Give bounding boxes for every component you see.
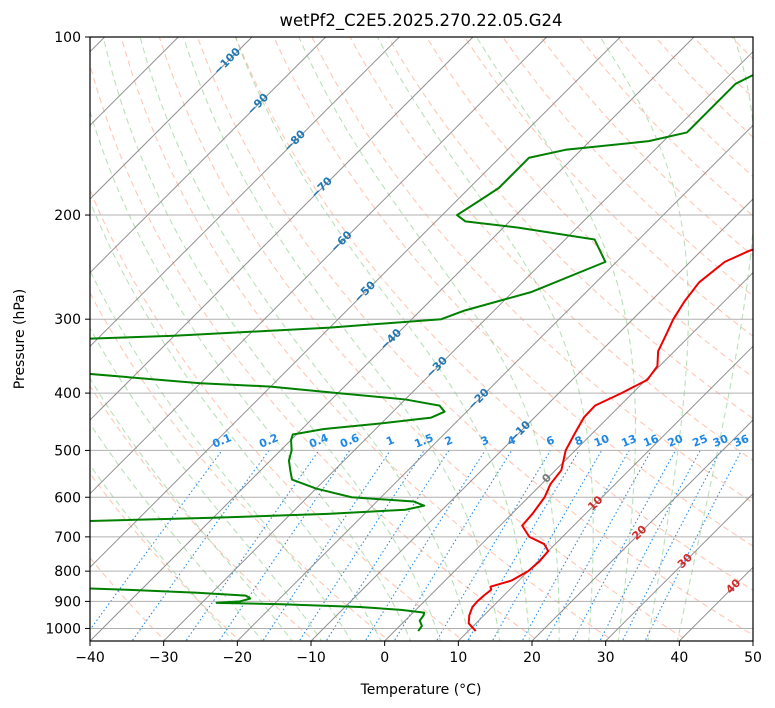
x-axis-label: Temperature (°C) [360, 682, 482, 698]
sounding-series [90, 73, 753, 632]
x-tick-label: −10 [296, 650, 326, 666]
y-tick-label: 500 [54, 443, 81, 459]
mixing-ratio-line [466, 450, 580, 641]
mixing-ratio-line [545, 450, 652, 641]
isotherm-line [90, 37, 253, 200]
mixing-ratio-label: 25 [691, 432, 710, 450]
x-tick-label: 20 [523, 650, 541, 666]
isotherm-line [531, 419, 753, 641]
mixing-ratio-line [599, 450, 701, 641]
isotherm-line [90, 37, 474, 421]
mixing-ratio-line [572, 450, 677, 641]
plot-area: −100−90−80−70−60−50−40−30−20−10010203040… [90, 37, 753, 641]
x-tick-label: 40 [670, 650, 688, 666]
mixing-ratio-label: 30 [711, 432, 730, 450]
dry-adiabat [273, 37, 753, 547]
x-axis-ticks: −40 −30 −20 −10 0 10 20 30 40 50 [75, 641, 762, 666]
mixing-ratio-line [393, 450, 513, 641]
isotherm-line [90, 37, 695, 641]
mixing-ratio-label: 20 [666, 432, 685, 450]
mixing-ratio-label: 13 [619, 432, 638, 450]
y-tick-label: 600 [54, 490, 81, 506]
x-tick-label: 10 [449, 650, 467, 666]
isotherm-line [236, 124, 753, 641]
y-tick-label: 300 [54, 312, 81, 328]
y-axis-ticks: 100 200 300 400 500 600 700 800 900 1000 [45, 30, 90, 637]
moist-adiabat [90, 200, 382, 641]
temperature-line [467, 248, 753, 632]
isotherm-line [90, 37, 401, 348]
mixing-ratio-line [364, 450, 486, 641]
isotherm-line [90, 37, 327, 274]
isotherm-line [457, 345, 753, 641]
y-tick-label: 900 [54, 594, 81, 610]
isotherm-line [604, 492, 753, 641]
x-tick-label: −20 [223, 650, 253, 666]
dry-adiabat [158, 37, 690, 641]
mixing-ratio-label: 36 [732, 432, 751, 450]
y-tick-label: 700 [54, 530, 81, 546]
isotherm-line [162, 50, 753, 641]
plot-frame [89, 36, 754, 642]
mixing-ratio-label: 2 [443, 433, 455, 448]
y-tick-label: 1000 [45, 621, 81, 637]
isotherm-line [383, 271, 753, 641]
x-tick-label: 50 [744, 650, 762, 666]
dry-adiabat [349, 37, 753, 462]
dry-adiabat [425, 37, 753, 378]
mixing-ratio-line [218, 450, 351, 641]
chart-title: wetPf2_C2E5.2025.270.22.05.G24 [279, 11, 562, 31]
mixing-ratio-line [621, 450, 722, 641]
mixing-ratio-line [185, 450, 320, 641]
dry-adiabats [90, 37, 753, 641]
y-tick-label: 400 [54, 386, 81, 402]
mixing-ratio-line [262, 450, 391, 641]
x-tick-label: −30 [149, 650, 179, 666]
mixing-ratio-line [298, 450, 425, 641]
mixing-ratio-label: 8 [573, 433, 585, 448]
dry-adiabat [196, 37, 753, 636]
isotherms [90, 37, 753, 641]
dry-adiabat [90, 188, 465, 641]
isotherm-line [90, 37, 622, 569]
dewpoint-line [90, 73, 753, 632]
x-tick-label: −40 [75, 650, 105, 666]
mixing-ratio-label: 3 [479, 433, 491, 448]
x-tick-label: 0 [380, 650, 389, 666]
mixing-ratio-label: 10 [592, 432, 611, 450]
mixing-ratio-label: 16 [642, 432, 661, 450]
mixing-ratio-label: 1 [384, 433, 396, 448]
isobar-gridlines [90, 37, 753, 629]
y-axis-label: Pressure (hPa) [12, 289, 28, 389]
dry-adiabat [235, 37, 753, 591]
dry-adiabat [387, 37, 753, 420]
mixing-ratio-line [90, 450, 223, 631]
x-tick-label: 30 [597, 650, 615, 666]
y-tick-label: 200 [54, 208, 81, 224]
isotherm-line [90, 37, 180, 127]
mixing-ratio-line [325, 450, 450, 641]
dry-adiabat [311, 37, 753, 504]
mixing-ratio-line [131, 450, 270, 641]
isotherm-line [310, 198, 753, 641]
y-tick-label: 100 [54, 30, 81, 46]
y-tick-label: 800 [54, 564, 81, 580]
mixing-ratio-lines [90, 450, 742, 641]
mixing-ratio-line [435, 450, 552, 641]
